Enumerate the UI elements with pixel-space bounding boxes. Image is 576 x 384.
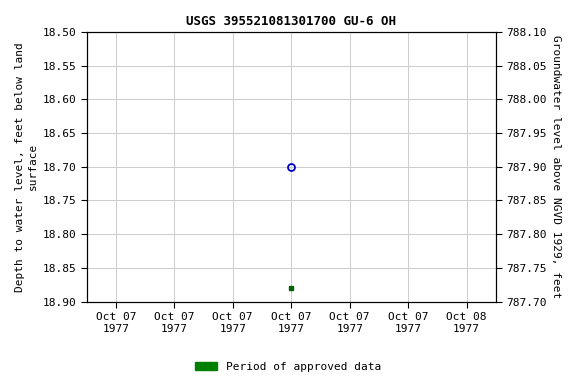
Title: USGS 395521081301700 GU-6 OH: USGS 395521081301700 GU-6 OH <box>186 15 396 28</box>
Legend: Period of approved data: Period of approved data <box>191 358 385 377</box>
Y-axis label: Groundwater level above NGVD 1929, feet: Groundwater level above NGVD 1929, feet <box>551 35 561 298</box>
Y-axis label: Depth to water level, feet below land
surface: Depth to water level, feet below land su… <box>15 42 38 292</box>
